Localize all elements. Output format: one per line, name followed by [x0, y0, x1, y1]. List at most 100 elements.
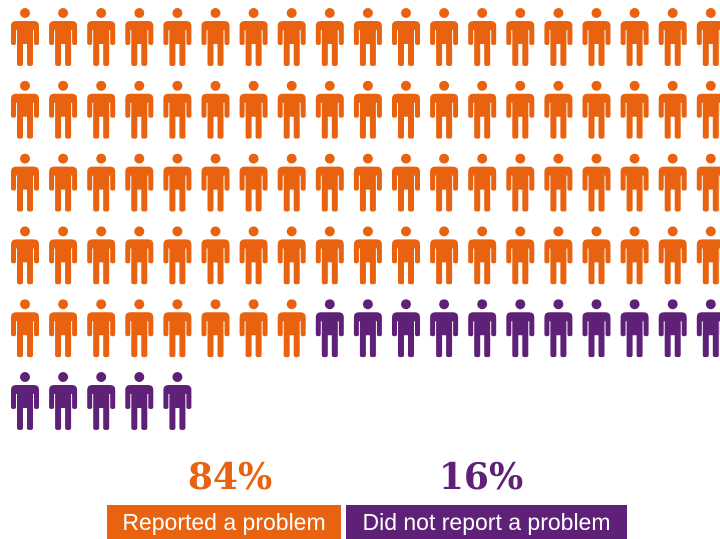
person-icon-reported [125, 80, 154, 139]
legend-not-reported-label: Did not report a problem [346, 505, 627, 539]
pictogram [11, 8, 720, 430]
person-icon-reported [468, 80, 497, 139]
person-icon-not-reported [582, 299, 611, 358]
person-icon-reported [620, 8, 649, 66]
person-icon-reported [11, 8, 39, 66]
person-icon-not-reported [87, 372, 116, 430]
person-icon-reported [49, 299, 78, 358]
person-icon-reported [277, 153, 306, 212]
person-icon-reported [49, 8, 78, 66]
person-icon-reported [430, 80, 459, 139]
person-icon-reported [506, 80, 535, 139]
not-reported-percentage: 16% [438, 456, 524, 498]
person-icon-reported [658, 8, 687, 66]
person-icon-reported [353, 226, 382, 285]
person-icon-reported [277, 80, 306, 139]
legend-reported-label: Reported a problem [107, 505, 341, 539]
person-icon-reported [582, 8, 611, 66]
person-icon-reported [392, 8, 420, 66]
person-icon-not-reported [163, 372, 192, 430]
person-icon-not-reported [353, 299, 382, 358]
person-icon-reported [392, 226, 420, 285]
person-icon-reported [620, 80, 649, 139]
person-icon-reported [353, 80, 382, 139]
person-icon-reported [201, 299, 230, 358]
person-icon-reported [239, 80, 268, 139]
person-icon-reported [353, 8, 382, 66]
person-icon-reported [468, 226, 497, 285]
person-icon-reported [49, 80, 78, 139]
person-icon-reported [125, 226, 154, 285]
person-icon-reported [87, 226, 116, 285]
person-icon-not-reported [11, 372, 39, 430]
person-icon-reported [125, 153, 154, 212]
person-icon-reported [468, 8, 497, 66]
person-icon-reported [87, 8, 116, 66]
person-icon-reported [163, 153, 192, 212]
person-icon-reported [11, 299, 39, 358]
person-icon-reported [125, 299, 154, 358]
person-icon-reported [163, 226, 192, 285]
person-icon-reported [49, 226, 78, 285]
person-icon-reported [544, 80, 573, 139]
person-icon-reported [582, 226, 611, 285]
person-icon-not-reported [658, 299, 687, 358]
person-icon-reported [544, 153, 573, 212]
person-icon-reported [544, 8, 573, 66]
reported-percentage: 84% [187, 456, 273, 498]
person-icon-reported [506, 226, 535, 285]
person-icon-not-reported [392, 299, 420, 358]
person-icon-reported [315, 153, 344, 212]
person-icon-not-reported [506, 299, 535, 358]
person-icon-reported [696, 153, 720, 212]
person-icon-reported [658, 153, 687, 212]
person-icon-reported [239, 153, 268, 212]
person-icon-reported [582, 80, 611, 139]
person-icon-reported [620, 153, 649, 212]
person-icon-not-reported [315, 299, 344, 358]
person-icon-reported [315, 226, 344, 285]
person-icon-reported [11, 226, 39, 285]
person-icon-reported [11, 153, 39, 212]
person-icon-not-reported [430, 299, 459, 358]
person-icon-reported [163, 8, 192, 66]
person-icon-reported [239, 299, 268, 358]
person-icon-reported [430, 153, 459, 212]
person-icon-not-reported [49, 372, 78, 430]
person-icon-reported [696, 80, 720, 139]
person-icon-reported [315, 80, 344, 139]
person-icon-reported [277, 8, 306, 66]
person-icon-not-reported [544, 299, 573, 358]
person-icon-reported [277, 226, 306, 285]
person-icon-reported [315, 8, 344, 66]
person-icon-reported [87, 80, 116, 139]
person-icon-reported [506, 153, 535, 212]
person-icon-reported [163, 80, 192, 139]
person-icon-reported [582, 153, 611, 212]
person-icon-reported [239, 226, 268, 285]
person-icon-reported [696, 8, 720, 66]
person-icon-reported [201, 153, 230, 212]
person-icon-reported [201, 8, 230, 66]
person-icon-reported [201, 226, 230, 285]
person-icon-reported [468, 153, 497, 212]
person-icon-not-reported [468, 299, 497, 358]
person-icon-not-reported [125, 372, 154, 430]
icons-group [11, 8, 720, 430]
person-icon-reported [87, 153, 116, 212]
person-icon-not-reported [620, 299, 649, 358]
person-icon-reported [658, 226, 687, 285]
person-icon-reported [11, 80, 39, 139]
person-icon-reported [87, 299, 116, 358]
person-icon-reported [620, 226, 649, 285]
person-icon-reported [277, 299, 306, 358]
person-icon-reported [125, 8, 154, 66]
person-icon-reported [506, 8, 535, 66]
person-icon-reported [392, 153, 420, 212]
person-icon-reported [430, 8, 459, 66]
person-icon-reported [658, 80, 687, 139]
person-icon-reported [544, 226, 573, 285]
person-icon-not-reported [696, 299, 720, 358]
person-icon-reported [696, 226, 720, 285]
person-icon-reported [430, 226, 459, 285]
